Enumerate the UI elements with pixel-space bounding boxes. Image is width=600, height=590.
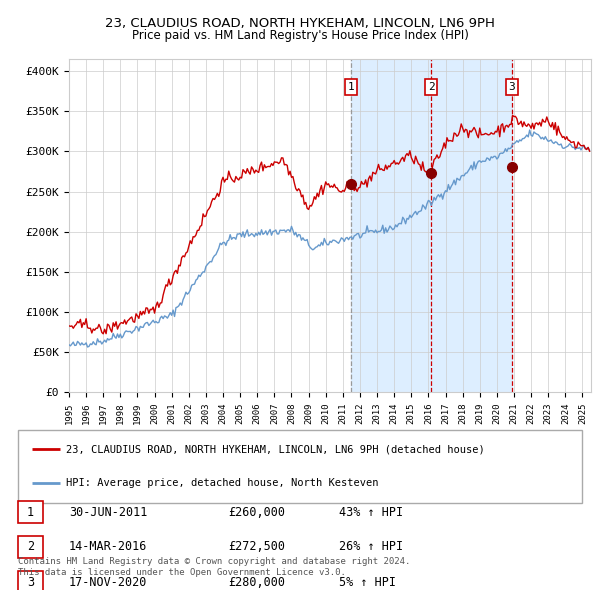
Text: £280,000: £280,000 <box>228 575 285 588</box>
Text: 1: 1 <box>27 506 34 519</box>
Text: 5% ↑ HPI: 5% ↑ HPI <box>339 575 396 588</box>
Text: 2: 2 <box>27 540 34 553</box>
Text: 23, CLAUDIUS ROAD, NORTH HYKEHAM, LINCOLN, LN6 9PH: 23, CLAUDIUS ROAD, NORTH HYKEHAM, LINCOL… <box>105 17 495 30</box>
Text: 1: 1 <box>347 82 354 92</box>
Text: £272,500: £272,500 <box>228 540 285 553</box>
Text: 30-JUN-2011: 30-JUN-2011 <box>69 506 148 519</box>
Text: £260,000: £260,000 <box>228 506 285 519</box>
Text: This data is licensed under the Open Government Licence v3.0.: This data is licensed under the Open Gov… <box>18 568 346 577</box>
Text: 2: 2 <box>428 82 434 92</box>
Text: Contains HM Land Registry data © Crown copyright and database right 2024.: Contains HM Land Registry data © Crown c… <box>18 558 410 566</box>
Text: HPI: Average price, detached house, North Kesteven: HPI: Average price, detached house, Nort… <box>66 478 379 488</box>
Text: 14-MAR-2016: 14-MAR-2016 <box>69 540 148 553</box>
Text: 17-NOV-2020: 17-NOV-2020 <box>69 575 148 588</box>
Text: 26% ↑ HPI: 26% ↑ HPI <box>339 540 403 553</box>
Text: 3: 3 <box>27 575 34 588</box>
Text: Price paid vs. HM Land Registry's House Price Index (HPI): Price paid vs. HM Land Registry's House … <box>131 30 469 42</box>
Text: 23, CLAUDIUS ROAD, NORTH HYKEHAM, LINCOLN, LN6 9PH (detached house): 23, CLAUDIUS ROAD, NORTH HYKEHAM, LINCOL… <box>66 444 485 454</box>
Text: 43% ↑ HPI: 43% ↑ HPI <box>339 506 403 519</box>
Bar <box>350 59 512 392</box>
Text: 3: 3 <box>508 82 515 92</box>
